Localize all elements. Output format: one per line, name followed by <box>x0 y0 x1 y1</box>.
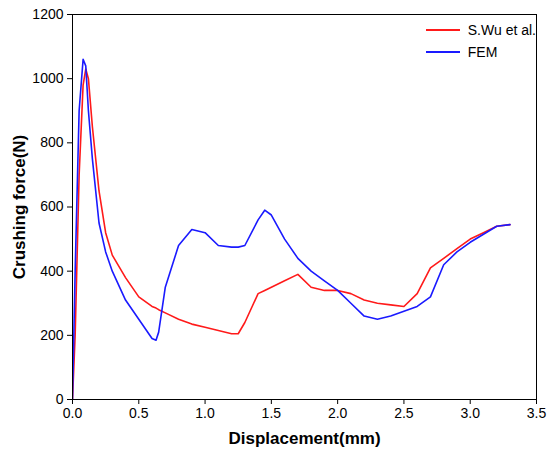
svg-text:800: 800 <box>40 134 64 150</box>
svg-text:1.5: 1.5 <box>262 405 282 421</box>
svg-text:0.5: 0.5 <box>129 405 149 421</box>
svg-text:1000: 1000 <box>32 70 63 86</box>
svg-text:600: 600 <box>40 198 64 214</box>
svg-text:2.5: 2.5 <box>394 405 414 421</box>
svg-text:3.0: 3.0 <box>460 405 480 421</box>
svg-text:Displacement(mm): Displacement(mm) <box>228 429 380 448</box>
svg-text:0.0: 0.0 <box>63 405 83 421</box>
html-text:FEM: FEM <box>467 44 498 60</box>
svg-text:1200: 1200 <box>32 6 63 22</box>
svg-text:1.0: 1.0 <box>195 405 215 421</box>
svg-text:Crushing force(N): Crushing force(N) <box>10 135 29 280</box>
svg-text:200: 200 <box>40 327 64 343</box>
svg-text:0: 0 <box>55 391 64 407</box>
svg-text:400: 400 <box>40 263 64 279</box>
html-text:S.Wu et al.: S.Wu et al. <box>467 22 536 38</box>
svg-text:2.0: 2.0 <box>328 405 348 421</box>
svg-text:3.5: 3.5 <box>527 405 547 421</box>
